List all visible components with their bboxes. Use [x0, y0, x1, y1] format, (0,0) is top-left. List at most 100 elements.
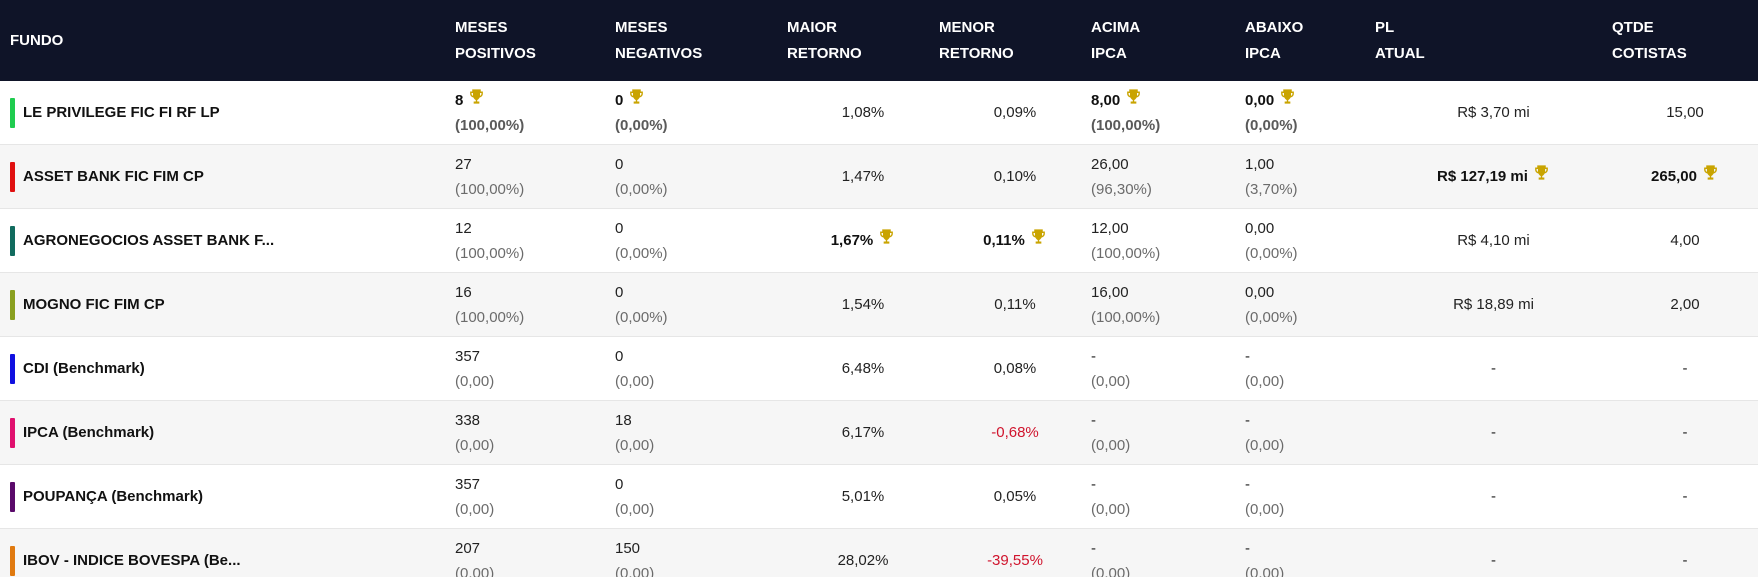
header-fundo[interactable]: FUNDO [10, 31, 64, 49]
fund-name: AGRONEGOCIOS ASSET BANK F... [23, 232, 275, 249]
fund-color-marker [10, 97, 15, 128]
meses-positivos-cell: 16 (100,00%) [455, 283, 525, 326]
fund-color-marker [10, 161, 15, 192]
pl-atual-cell: R$ 3,70 mi [1457, 104, 1530, 121]
abaixo-ipca-cell: - (0,00) [1245, 539, 1285, 577]
maior-retorno-cell: 1,47% [841, 168, 885, 185]
trophy-icon [1125, 88, 1142, 113]
trophy-icon [1533, 164, 1550, 189]
abaixo-ipca-cell: - (0,00) [1245, 411, 1285, 454]
acima-ipca-cell: - (0,00) [1091, 475, 1131, 518]
pl-atual-cell: - [1491, 360, 1496, 377]
fund-name: IPCA (Benchmark) [23, 424, 155, 441]
acima-ipca-cell: 12,00 (100,00%) [1091, 219, 1161, 262]
pl-atual-cell: - [1491, 552, 1496, 569]
trophy-icon [628, 88, 645, 113]
pl-atual-cell: R$ 4,10 mi [1457, 232, 1530, 249]
meses-positivos-cell: 357 (0,00) [455, 347, 495, 390]
fund-name-cell[interactable]: IPCA (Benchmark) [0, 417, 455, 448]
maior-retorno-cell: 1,54% [841, 296, 885, 313]
header-acima-ipca[interactable]: ACIMA IPCA [1091, 18, 1141, 62]
menor-retorno-cell: 0,08% [993, 360, 1037, 377]
fund-name-cell[interactable]: IBOV - INDICE BOVESPA (Be... [0, 545, 455, 576]
trophy-icon [1702, 164, 1719, 189]
header-pl-atual[interactable]: PL ATUAL [1375, 18, 1425, 62]
table-row[interactable]: IPCA (Benchmark) 338 (0,00) 18 (0,00) 6,17% -0… [0, 401, 1758, 465]
fund-name-cell[interactable]: ASSET BANK FIC FIM CP [0, 161, 455, 192]
acima-ipca-cell: 26,00 (96,30%) [1091, 155, 1152, 198]
qtde-cotistas-cell: 2,00 [1670, 296, 1700, 313]
meses-positivos-cell: 357 (0,00) [455, 475, 495, 518]
table-row[interactable]: POUPANÇA (Benchmark) 357 (0,00) 0 (0,00) 5,01… [0, 465, 1758, 529]
header-qtde-cotistas[interactable]: QTDE COTISTAS [1612, 18, 1687, 62]
table-row[interactable]: MOGNO FIC FIM CP 16 (100,00%) 0 (0,00%) 1,54%… [0, 273, 1758, 337]
maior-retorno-cell: 1,67% [787, 228, 939, 253]
maior-retorno-cell: 1,08% [841, 104, 885, 121]
acima-ipca-cell: 16,00 (100,00%) [1091, 283, 1161, 326]
fund-name-cell[interactable]: MOGNO FIC FIM CP [0, 289, 455, 320]
table-row[interactable]: IBOV - INDICE BOVESPA (Be... 207 (0,00) 150… [0, 529, 1758, 577]
table-row[interactable]: LE PRIVILEGE FIC FI RF LP 8 (100,00%) 0 (0,0… [0, 81, 1758, 145]
fund-name-cell[interactable]: CDI (Benchmark) [0, 353, 455, 384]
menor-retorno-cell: 0,10% [993, 168, 1037, 185]
qtde-cotistas-cell: - [1682, 360, 1688, 377]
table-row[interactable]: AGRONEGOCIOS ASSET BANK F... 12 (100,00%) 0… [0, 209, 1758, 273]
fund-color-marker [10, 481, 15, 512]
table-row[interactable]: CDI (Benchmark) 357 (0,00) 0 (0,00) 6,48% 0,08… [0, 337, 1758, 401]
acima-ipca-cell: - (0,00) [1091, 347, 1131, 390]
fund-name: LE PRIVILEGE FIC FI RF LP [23, 104, 220, 121]
meses-positivos-cell: 8 (100,00%) [455, 88, 615, 138]
maior-retorno-cell: 6,17% [841, 424, 885, 441]
meses-negativos-cell: 0 (0,00) [615, 475, 655, 518]
maior-retorno-cell: 28,02% [837, 552, 889, 569]
meses-negativos-cell: 18 (0,00) [615, 411, 655, 454]
fund-name: CDI (Benchmark) [23, 360, 145, 377]
header-abaixo-ipca[interactable]: ABAIXO IPCA [1245, 18, 1304, 62]
fund-color-marker [10, 417, 15, 448]
abaixo-ipca-cell: 1,00 (3,70%) [1245, 155, 1298, 198]
table-body: LE PRIVILEGE FIC FI RF LP 8 (100,00%) 0 (0,0… [0, 81, 1758, 577]
qtde-cotistas-cell: - [1682, 488, 1688, 505]
meses-negativos-cell: 150 (0,00) [615, 539, 655, 577]
qtde-cotistas-cell: - [1682, 424, 1688, 441]
menor-retorno-cell: -39,55% [987, 552, 1043, 569]
abaixo-ipca-cell: 0,00 (0,00%) [1245, 283, 1298, 326]
fund-name: ASSET BANK FIC FIM CP [23, 168, 204, 185]
header-maior-retorno[interactable]: MAIOR RETORNO [787, 18, 862, 62]
menor-retorno-cell: 0,09% [993, 104, 1037, 121]
menor-retorno-cell: 0,05% [993, 488, 1037, 505]
fund-name-cell[interactable]: POUPANÇA (Benchmark) [0, 481, 455, 512]
abaixo-ipca-cell: 0,00 (0,00%) [1245, 219, 1298, 262]
meses-negativos-cell: 0 (0,00) [615, 347, 655, 390]
meses-positivos-cell: 27 (100,00%) [455, 155, 525, 198]
trophy-icon [878, 228, 895, 253]
fund-name: POUPANÇA (Benchmark) [23, 488, 204, 505]
meses-positivos-cell: 207 (0,00) [455, 539, 495, 577]
header-meses-negativos[interactable]: MESES NEGATIVOS [615, 18, 703, 62]
qtde-cotistas-cell: 265,00 [1612, 164, 1758, 189]
acima-ipca-cell: - (0,00) [1091, 539, 1131, 577]
acima-ipca-cell: - (0,00) [1091, 411, 1131, 454]
meses-negativos-cell: 0 (0,00%) [615, 155, 668, 198]
meses-positivos-cell: 338 (0,00) [455, 411, 495, 454]
maior-retorno-cell: 5,01% [841, 488, 885, 505]
fund-name-cell[interactable]: AGRONEGOCIOS ASSET BANK F... [0, 225, 455, 256]
pl-atual-cell: R$ 127,19 mi [1375, 164, 1612, 189]
fund-color-marker [10, 289, 15, 320]
trophy-icon [468, 88, 485, 113]
table-header: FUNDO MESES POSITIVOS MESES NEGATIVOS MAIO… [0, 0, 1758, 81]
meses-negativos-cell: 0 (0,00%) [615, 88, 787, 138]
menor-retorno-cell: 0,11% [939, 228, 1091, 253]
header-menor-retorno[interactable]: MENOR RETORNO [939, 18, 1014, 62]
header-meses-positivos[interactable]: MESES POSITIVOS [455, 18, 536, 62]
pl-atual-cell: R$ 18,89 mi [1453, 296, 1534, 313]
fund-name-cell[interactable]: LE PRIVILEGE FIC FI RF LP [0, 97, 455, 128]
pl-atual-cell: - [1491, 488, 1496, 505]
trophy-icon [1279, 88, 1296, 113]
fund-name: MOGNO FIC FIM CP [23, 296, 165, 313]
acima-ipca-cell: 8,00 (100,00%) [1091, 88, 1245, 138]
fund-color-marker [10, 353, 15, 384]
abaixo-ipca-cell: - (0,00) [1245, 475, 1285, 518]
table-row[interactable]: ASSET BANK FIC FIM CP 27 (100,00%) 0 (0,00%)… [0, 145, 1758, 209]
abaixo-ipca-cell: 0,00 (0,00%) [1245, 88, 1375, 138]
